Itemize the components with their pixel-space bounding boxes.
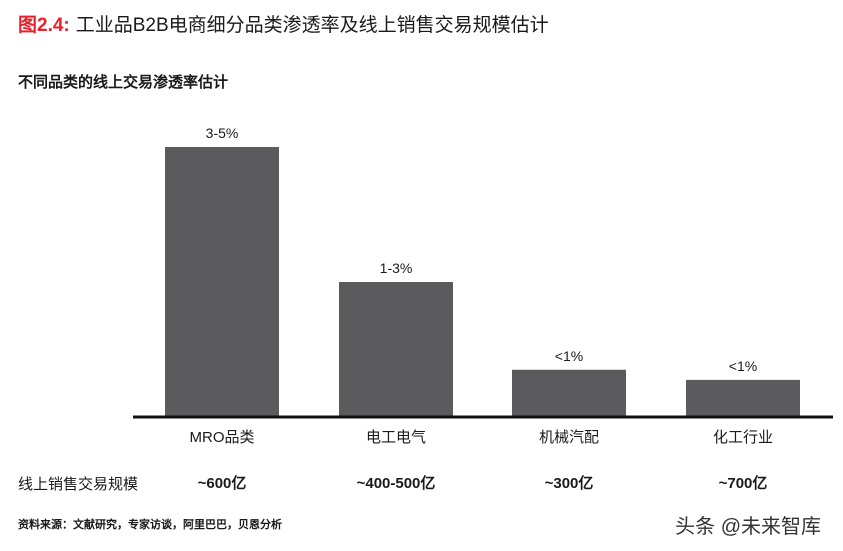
sales-scale-row-label: 线上销售交易规模: [18, 476, 139, 493]
data-label: 1-3%: [380, 260, 413, 276]
bar: [686, 379, 800, 417]
bar: [165, 147, 279, 417]
category-label: 化工行业: [713, 429, 773, 446]
sales-scale-value: ~300亿: [545, 474, 594, 492]
bar: [512, 369, 626, 417]
category-label: 机械汽配: [539, 429, 599, 446]
data-label: <1%: [555, 348, 583, 364]
data-label: <1%: [729, 358, 757, 374]
sales-scale-value: ~400-500亿: [357, 474, 436, 492]
source-note: 资料来源：文献研究，专家访谈，阿里巴巴，贝恩分析: [18, 519, 282, 531]
figure-number: 图2.4:: [18, 15, 70, 36]
figure-title-text: 工业品B2B电商细分品类渗透率及线上销售交易规模估计: [75, 15, 549, 36]
sales-scale-value: ~600亿: [198, 474, 247, 492]
chart-subtitle: 不同品类的线上交易渗透率估计: [18, 74, 229, 91]
bar: [339, 282, 453, 417]
data-label: 3-5%: [206, 125, 239, 141]
figure-title: 图2.4: 工业品B2B电商细分品类渗透率及线上销售交易规模估计: [18, 10, 549, 37]
category-label: 电工电气: [366, 429, 426, 446]
watermark: 头条 @未来智库: [675, 516, 821, 538]
category-label: MRO品类: [190, 429, 255, 446]
sales-scale-value: ~700亿: [719, 474, 768, 492]
